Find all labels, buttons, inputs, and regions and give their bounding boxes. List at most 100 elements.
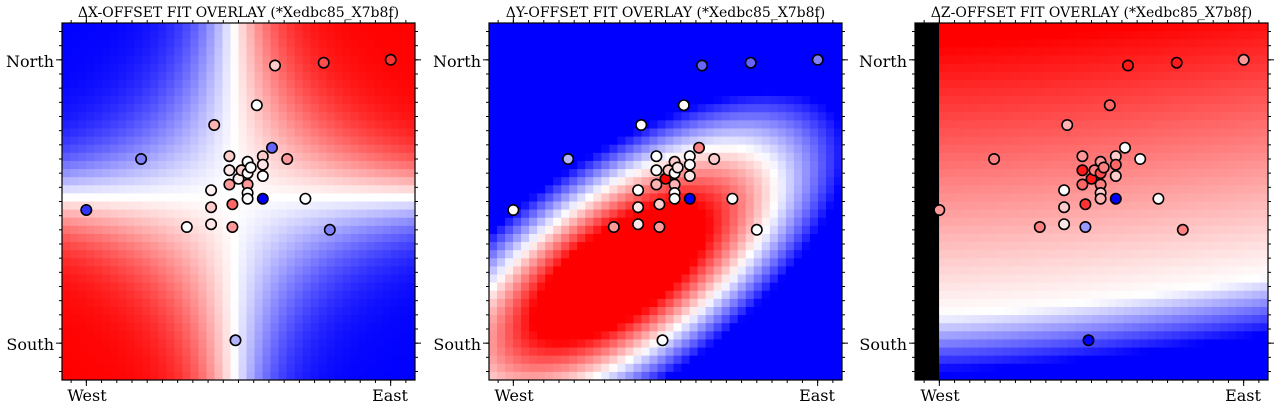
data-point xyxy=(635,119,648,132)
data-point xyxy=(268,59,281,72)
data-point xyxy=(265,141,278,154)
data-point xyxy=(1079,198,1092,211)
panel-dx: ΔX-OFFSET FIT OVERLAY (*Xedbc85_X7b8f) N… xyxy=(6,5,421,405)
data-point xyxy=(1237,53,1250,66)
data-point xyxy=(384,53,397,66)
panel-dz: ΔZ-OFFSET FIT OVERLAY (*Xedbc85_X7b8f) N… xyxy=(859,5,1274,405)
data-point xyxy=(241,192,254,205)
data-point xyxy=(323,223,336,236)
chart-title: ΔX-OFFSET FIT OVERLAY (*Xedbc85_X7b8f) xyxy=(78,5,399,21)
data-point xyxy=(811,53,824,66)
ytick-label-north: North xyxy=(6,52,54,71)
data-points xyxy=(933,53,1250,347)
data-point xyxy=(223,164,236,177)
data-point xyxy=(708,153,721,166)
data-point xyxy=(1109,170,1122,183)
data-points xyxy=(507,53,824,347)
data-point xyxy=(205,184,218,197)
data-point xyxy=(281,153,294,166)
ytick-label-north: North xyxy=(859,52,907,71)
data-point xyxy=(607,221,620,234)
data-point xyxy=(650,150,663,163)
data-point xyxy=(632,218,645,231)
data-point xyxy=(223,178,236,191)
data-point xyxy=(226,221,239,234)
data-point xyxy=(562,153,575,166)
data-point xyxy=(208,119,221,132)
data-point xyxy=(244,161,257,174)
data-point xyxy=(205,201,218,214)
data-point xyxy=(1058,184,1071,197)
xtick-label-east: East xyxy=(799,386,835,405)
ytick-label-south: South xyxy=(433,335,481,354)
data-point xyxy=(726,192,739,205)
data-point xyxy=(1079,221,1092,234)
plot-frame xyxy=(488,22,843,381)
data-point xyxy=(1076,178,1089,191)
data-point xyxy=(653,221,666,234)
data-point xyxy=(668,192,681,205)
chart-title: ΔY-OFFSET FIT OVERLAY (*Xedbc85_X7b8f) xyxy=(506,5,825,21)
ytick-label-south: South xyxy=(859,335,907,354)
background-field xyxy=(915,23,1268,380)
xtick-label-east: East xyxy=(372,386,408,405)
data-point xyxy=(632,201,645,214)
data-point xyxy=(750,223,763,236)
data-point xyxy=(226,198,239,211)
data-point xyxy=(1176,223,1189,236)
data-point xyxy=(223,150,236,163)
data-point xyxy=(317,56,330,69)
data-point xyxy=(683,170,696,183)
data-point xyxy=(671,161,684,174)
data-point xyxy=(256,192,269,205)
data-point xyxy=(256,158,269,171)
data-point xyxy=(1109,158,1122,171)
data-point xyxy=(632,184,645,197)
panel-dy: ΔY-OFFSET FIT OVERLAY (*Xedbc85_X7b8f) N… xyxy=(433,5,848,405)
data-point xyxy=(1109,192,1122,205)
data-point xyxy=(1076,150,1089,163)
data-point xyxy=(1082,334,1095,347)
plot-frame xyxy=(61,22,416,381)
data-point xyxy=(1076,164,1089,177)
background-field xyxy=(489,23,842,380)
data-point xyxy=(256,170,269,183)
data-point xyxy=(1058,201,1071,214)
data-point xyxy=(229,334,242,347)
data-point xyxy=(1119,141,1132,154)
data-point xyxy=(1061,119,1074,132)
data-point xyxy=(299,192,312,205)
ytick-label-north: North xyxy=(433,52,481,71)
data-point xyxy=(695,59,708,72)
data-point xyxy=(1033,221,1046,234)
data-point xyxy=(650,178,663,191)
data-points xyxy=(80,53,397,347)
data-point xyxy=(205,218,218,231)
xtick-label-west: West xyxy=(494,386,534,405)
data-point xyxy=(1122,59,1135,72)
data-point xyxy=(250,99,263,112)
data-point xyxy=(1134,153,1147,166)
data-point xyxy=(507,204,520,217)
data-point xyxy=(683,158,696,171)
data-point xyxy=(1170,56,1183,69)
plot-frame xyxy=(914,22,1269,381)
xtick-label-east: East xyxy=(1225,386,1261,405)
data-point xyxy=(656,334,669,347)
data-point xyxy=(1103,99,1116,112)
data-point xyxy=(692,141,705,154)
data-point xyxy=(1094,192,1107,205)
ytick-label-south: South xyxy=(6,335,54,354)
data-point xyxy=(677,99,690,112)
background-field xyxy=(62,23,415,380)
data-point xyxy=(135,153,148,166)
data-point xyxy=(744,56,757,69)
data-point xyxy=(683,192,696,205)
data-point xyxy=(988,153,1001,166)
chart-title: ΔZ-OFFSET FIT OVERLAY (*Xedbc85_X7b8f) xyxy=(931,5,1252,21)
data-point xyxy=(653,198,666,211)
xtick-label-west: West xyxy=(920,386,960,405)
axis-ticks xyxy=(483,17,848,386)
xtick-label-west: West xyxy=(67,386,107,405)
